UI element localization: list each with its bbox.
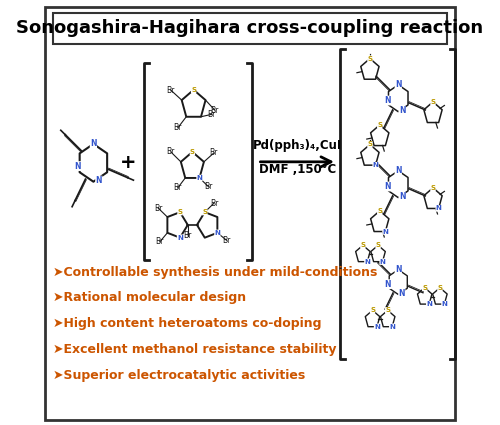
Text: N: N: [177, 235, 183, 241]
Text: DMF ,150°C: DMF ,150°C: [258, 163, 336, 176]
Text: Br: Br: [174, 123, 182, 132]
Text: S: S: [438, 285, 442, 291]
Text: N: N: [90, 139, 96, 148]
Text: ➤Rational molecular design: ➤Rational molecular design: [53, 292, 246, 304]
Text: N: N: [436, 205, 442, 212]
Text: Sonogashira-Hagihara cross-coupling reaction: Sonogashira-Hagihara cross-coupling reac…: [16, 19, 483, 37]
Text: N: N: [380, 259, 386, 265]
Text: N: N: [398, 289, 405, 298]
Text: Br: Br: [210, 148, 218, 157]
Text: N: N: [384, 182, 390, 191]
Text: N: N: [426, 301, 432, 307]
Text: N: N: [442, 301, 448, 307]
Text: N: N: [390, 324, 395, 330]
Text: N: N: [214, 230, 220, 236]
Text: N: N: [384, 280, 391, 289]
Text: N: N: [395, 166, 402, 175]
Text: S: S: [202, 209, 207, 215]
Text: N: N: [395, 265, 402, 274]
Text: S: S: [376, 242, 380, 248]
Text: S: S: [190, 149, 195, 155]
Text: +: +: [120, 153, 136, 172]
FancyBboxPatch shape: [46, 7, 455, 419]
Text: Br: Br: [154, 204, 162, 212]
Text: Br: Br: [222, 236, 230, 245]
Text: S: S: [378, 208, 382, 214]
FancyBboxPatch shape: [53, 13, 447, 44]
Text: N: N: [399, 192, 406, 201]
Text: N: N: [382, 229, 388, 235]
Text: N: N: [372, 162, 378, 168]
Text: Br: Br: [166, 147, 175, 156]
Text: N: N: [74, 162, 81, 170]
Text: Br: Br: [208, 110, 216, 119]
Text: N: N: [395, 80, 402, 89]
Text: Pd(pph₃)₄,CuI: Pd(pph₃)₄,CuI: [252, 139, 342, 152]
Text: N: N: [96, 176, 102, 185]
Text: S: S: [178, 209, 182, 215]
Text: N: N: [364, 259, 370, 265]
Text: Br: Br: [166, 86, 175, 95]
Text: S: S: [368, 56, 372, 62]
Text: S: S: [191, 87, 196, 93]
Text: Br: Br: [210, 199, 218, 208]
Text: Br: Br: [156, 237, 164, 246]
Text: ➤Superior electrocatalytic activities: ➤Superior electrocatalytic activities: [53, 369, 305, 382]
Text: S: S: [422, 285, 427, 291]
Text: S: S: [378, 122, 382, 128]
Text: N: N: [374, 324, 380, 330]
Text: S: S: [385, 307, 390, 313]
Text: Br: Br: [174, 184, 182, 193]
Text: Br: Br: [184, 231, 192, 241]
Text: ➤High content heteroatoms co-doping: ➤High content heteroatoms co-doping: [53, 317, 322, 330]
Text: S: S: [368, 142, 372, 147]
Text: N: N: [384, 96, 390, 105]
Text: N: N: [399, 106, 406, 115]
Text: S: S: [360, 242, 366, 248]
Text: N: N: [196, 175, 202, 181]
Text: ➤Controllable synthesis under mild-conditions: ➤Controllable synthesis under mild-condi…: [53, 266, 378, 279]
Text: S: S: [370, 307, 375, 313]
Text: Br: Br: [204, 182, 213, 191]
Text: S: S: [430, 99, 436, 105]
Text: Br: Br: [210, 105, 219, 115]
Text: ➤Excellent methanol resistance stability: ➤Excellent methanol resistance stability: [53, 343, 337, 356]
Text: S: S: [430, 185, 436, 191]
